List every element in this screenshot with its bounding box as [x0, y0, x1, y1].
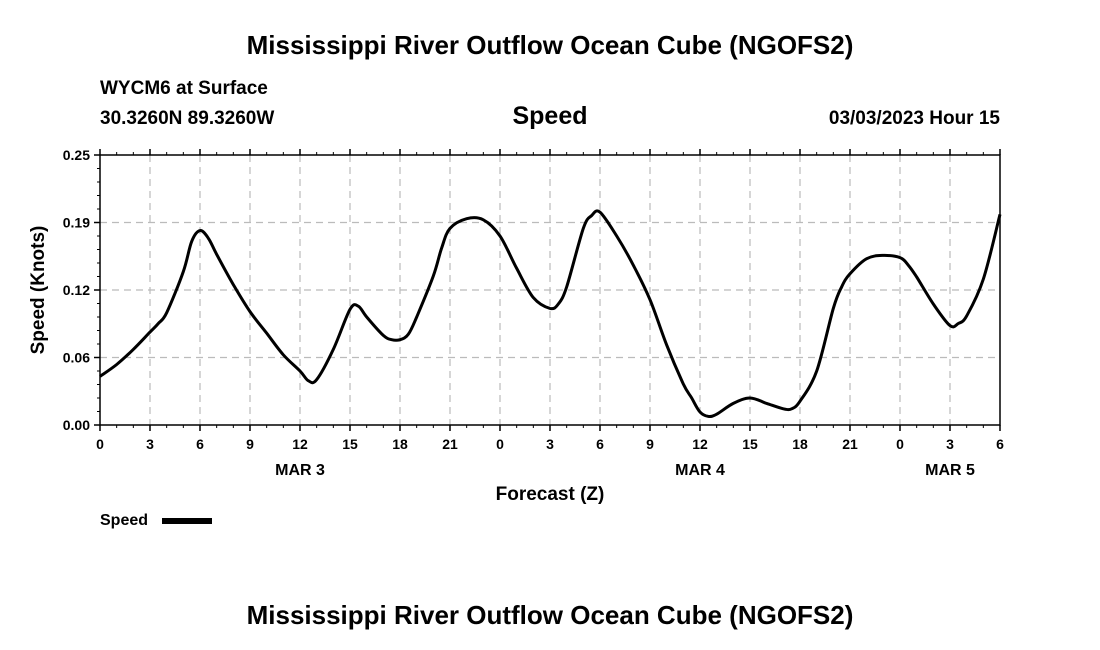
x-tick-label: 9 [246, 436, 254, 452]
x-tick-label: 6 [996, 436, 1004, 452]
x-axis: 0 3 6 9 12 15 18 21 0 3 6 9 12 15 18 21 0 3 6 [96, 149, 1004, 452]
y-tick-label: 0.00 [63, 417, 90, 433]
x-tick-label: 3 [146, 436, 154, 452]
x-tick-label: 9 [646, 436, 654, 452]
x-tick-label: 12 [692, 436, 708, 452]
x-tick-label: 3 [946, 436, 954, 452]
x-tick-label: 21 [442, 436, 458, 452]
speed-series-line [99, 209, 1002, 418]
x-tick-label: 6 [196, 436, 204, 452]
x-tick-label: 18 [392, 436, 408, 452]
page-title: Mississippi River Outflow Ocean Cube (NG… [246, 30, 854, 60]
timestamp-label: 03/03/2023 Hour 15 [829, 108, 1001, 129]
legend-label: Speed [100, 512, 148, 529]
x-tick-label: 12 [292, 436, 308, 452]
x-tick-label: 15 [342, 436, 358, 452]
y-axis: 0.00 0.06 0.12 0.19 0.25 [63, 147, 100, 433]
day-label: MAR 5 [925, 462, 975, 479]
day-label: MAR 3 [275, 462, 325, 479]
x-tick-label: 0 [96, 436, 104, 452]
x-tick-label: 3 [546, 436, 554, 452]
x-tick-label: 21 [842, 436, 858, 452]
page-title-repeat: Mississippi River Outflow Ocean Cube (NG… [246, 600, 854, 630]
y-tick-label: 0.25 [63, 147, 90, 163]
y-tick-label: 0.06 [63, 350, 90, 366]
x-tick-label: 0 [896, 436, 904, 452]
chart-title: Speed [512, 102, 587, 130]
x-tick-label: 15 [742, 436, 758, 452]
day-label: MAR 4 [675, 462, 725, 479]
y-tick-label: 0.19 [63, 215, 90, 231]
location-label: 30.3260N 89.3260W [100, 108, 274, 129]
grid-lines [100, 155, 1000, 425]
y-tick-label: 0.12 [63, 282, 90, 298]
station-label: WYCM6 at Surface [100, 78, 268, 99]
x-tick-label: 6 [596, 436, 604, 452]
x-axis-label: Forecast (Z) [496, 484, 605, 505]
y-axis-label: Speed (Knots) [28, 226, 49, 355]
x-tick-label: 0 [496, 436, 504, 452]
day-labels: MAR 3 MAR 4 MAR 5 [275, 462, 975, 479]
x-tick-label: 18 [792, 436, 808, 452]
